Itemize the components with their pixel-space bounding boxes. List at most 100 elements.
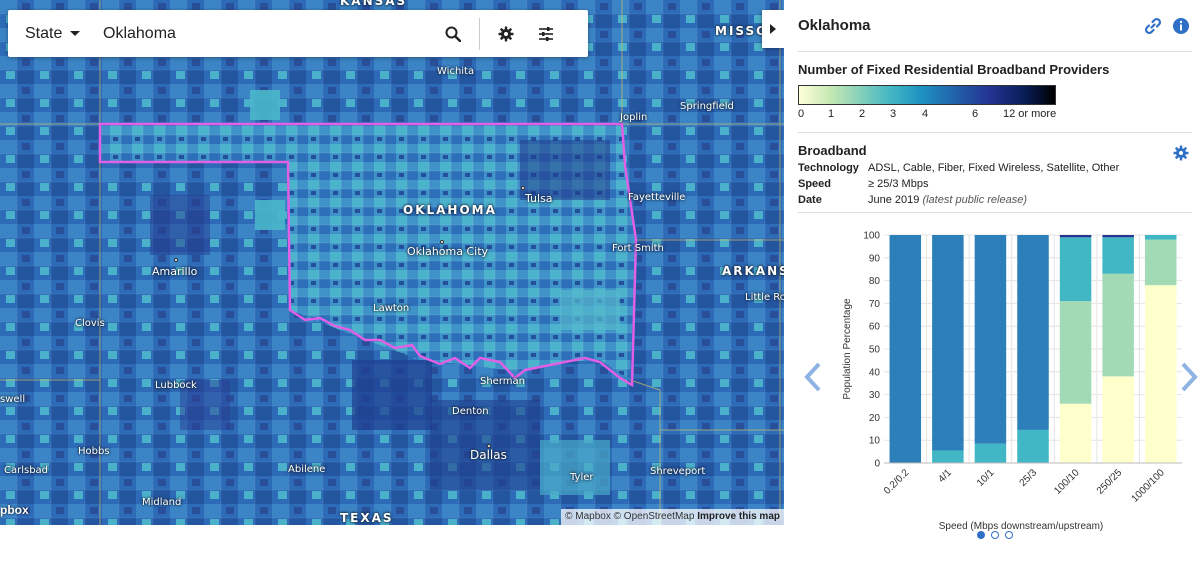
- row-value: ADSL, Cable, Fiber, Fixed Wireless, Sate…: [868, 162, 1120, 174]
- info-button[interactable]: [1170, 15, 1192, 37]
- legend-tick: 0: [798, 108, 805, 120]
- geography-type-label: State: [25, 24, 63, 42]
- x-tick-label: 25/3: [1018, 467, 1040, 489]
- y-tick-label: 20: [869, 413, 881, 424]
- carousel-next-button[interactable]: [1178, 361, 1200, 393]
- broadband-summary: Broadband Technology ADSL, Cable, Fiber,…: [798, 133, 1192, 213]
- label-little-rock: Little Rock: [745, 292, 784, 303]
- label-abilene: Abilene: [288, 464, 326, 475]
- x-tick-label: 0.2/0.2: [882, 467, 912, 497]
- bar-segment: [1059, 237, 1092, 302]
- bar-segment: [1017, 429, 1049, 463]
- speed-chart-carousel: 0 10 20 30 40 50 60 70 80 90 100 0.2/0.2 4/1 10/1 25/3…: [798, 213, 1198, 543]
- bar-segment: [1017, 235, 1049, 430]
- label-lubbock: Lubbock: [155, 380, 197, 391]
- city-dot: [440, 240, 444, 244]
- bar-segment: [1102, 376, 1134, 463]
- mapbox-attribution-link[interactable]: © Mapbox: [565, 511, 611, 522]
- row-key: Technology: [798, 162, 859, 174]
- broadband-row-date: Date June 2019 (latest public release): [798, 194, 1192, 206]
- y-tick-label: 40: [869, 367, 881, 378]
- search-button[interactable]: [433, 14, 473, 54]
- bar-segment: [932, 450, 964, 463]
- x-tick-label: 250/25: [1095, 467, 1125, 497]
- broadband-settings-button[interactable]: [1170, 142, 1192, 164]
- carousel-prev-button[interactable]: [802, 361, 824, 393]
- osm-attribution-link[interactable]: © OpenStreetMap: [613, 511, 695, 522]
- label-tyler: Tyler: [570, 472, 594, 483]
- geography-type-dropdown[interactable]: State: [8, 25, 103, 43]
- bar-segment: [1059, 403, 1092, 463]
- label-kansas: KANSAS: [340, 0, 408, 8]
- info-icon: [1173, 17, 1189, 34]
- x-tick-label: 10/1: [975, 467, 997, 489]
- label-springfield: Springfield: [680, 101, 734, 112]
- broadband-row-technology: Technology ADSL, Cable, Fiber, Fixed Wir…: [798, 162, 1192, 174]
- bar-segment: [974, 235, 1007, 444]
- chevron-left-icon: [804, 362, 821, 392]
- chevron-right-icon: [1181, 362, 1198, 392]
- choropleth-map[interactable]: [0, 0, 784, 525]
- bar-segment: [1144, 235, 1177, 240]
- label-clovis: Clovis: [75, 318, 105, 329]
- carousel-dot-2[interactable]: [991, 531, 999, 539]
- legend-tick: 2: [859, 108, 866, 120]
- filters-button[interactable]: [526, 14, 566, 54]
- improve-map-link[interactable]: Improve this map: [697, 511, 780, 522]
- search-input[interactable]: [103, 18, 433, 49]
- y-tick-label: 100: [863, 231, 880, 242]
- label-dallas: Dallas: [470, 448, 507, 462]
- x-tick-label: 100/10: [1052, 467, 1082, 497]
- sliders-icon: [539, 26, 553, 41]
- label-amarillo: Amarillo: [152, 265, 198, 278]
- panel-header: Oklahoma: [798, 0, 1192, 52]
- x-tick-label: 1000/100: [1130, 467, 1168, 505]
- divider: [479, 17, 480, 50]
- label-sherman: Sherman: [480, 376, 525, 387]
- row-key: Date: [798, 194, 822, 206]
- date-value: June 2019: [868, 194, 920, 206]
- legend-title: Number of Fixed Residential Broadband Pr…: [798, 62, 1110, 77]
- broadband-row-speed: Speed ≥ 25/3 Mbps: [798, 178, 1192, 190]
- x-tick-label: 4/1: [936, 467, 954, 485]
- y-axis-label: Population Percentage: [842, 298, 853, 400]
- share-link-button[interactable]: [1142, 15, 1164, 37]
- search-bar: State: [8, 10, 588, 57]
- state-outline: [98, 122, 638, 388]
- bar-segment: [889, 235, 922, 463]
- legend-tick: 1: [828, 108, 835, 120]
- panel-title: Oklahoma: [798, 17, 871, 34]
- link-icon: [1144, 17, 1162, 34]
- panel-toggle-button[interactable]: [762, 10, 784, 48]
- y-tick-label: 30: [869, 390, 881, 401]
- map-view[interactable]: KANSAS MISSO OKLAHOMA ARKANSA TEXAS Wich…: [0, 0, 784, 525]
- y-tick-label: 80: [869, 276, 881, 287]
- chevron-right-icon: [770, 24, 776, 34]
- legend-tick: 6: [972, 108, 979, 120]
- label-wichita: Wichita: [437, 66, 475, 77]
- gear-icon: [1173, 145, 1189, 161]
- map-attribution: © Mapbox © OpenStreetMap Improve this ma…: [561, 509, 784, 525]
- date-note: (latest public release): [922, 194, 1028, 206]
- city-dot: [174, 258, 178, 262]
- city-dot: [521, 186, 525, 190]
- label-oklahoma: OKLAHOMA: [403, 203, 497, 217]
- bar-segment: [1102, 273, 1134, 377]
- bar-segment: [1102, 235, 1134, 238]
- bar-segment: [932, 235, 964, 451]
- city-dot: [487, 444, 491, 448]
- y-tick-label: 60: [869, 322, 881, 333]
- mapbox-logo[interactable]: pbox: [0, 503, 29, 517]
- label-carlsbad: Carlsbad: [4, 465, 49, 476]
- label-fort-smith: Fort Smith: [612, 243, 664, 254]
- label-shreveport: Shreveport: [650, 466, 706, 477]
- carousel-dot-1[interactable]: [977, 531, 985, 539]
- settings-button[interactable]: [486, 14, 526, 54]
- label-midland: Midland: [142, 497, 182, 508]
- label-fayetteville: Fayetteville: [628, 192, 686, 203]
- bar-segment: [1059, 301, 1092, 404]
- y-tick-label: 0: [874, 459, 880, 470]
- label-hobbs: Hobbs: [78, 446, 110, 457]
- carousel-dot-3[interactable]: [1005, 531, 1013, 539]
- legend-tick: 12 or more: [1003, 108, 1057, 120]
